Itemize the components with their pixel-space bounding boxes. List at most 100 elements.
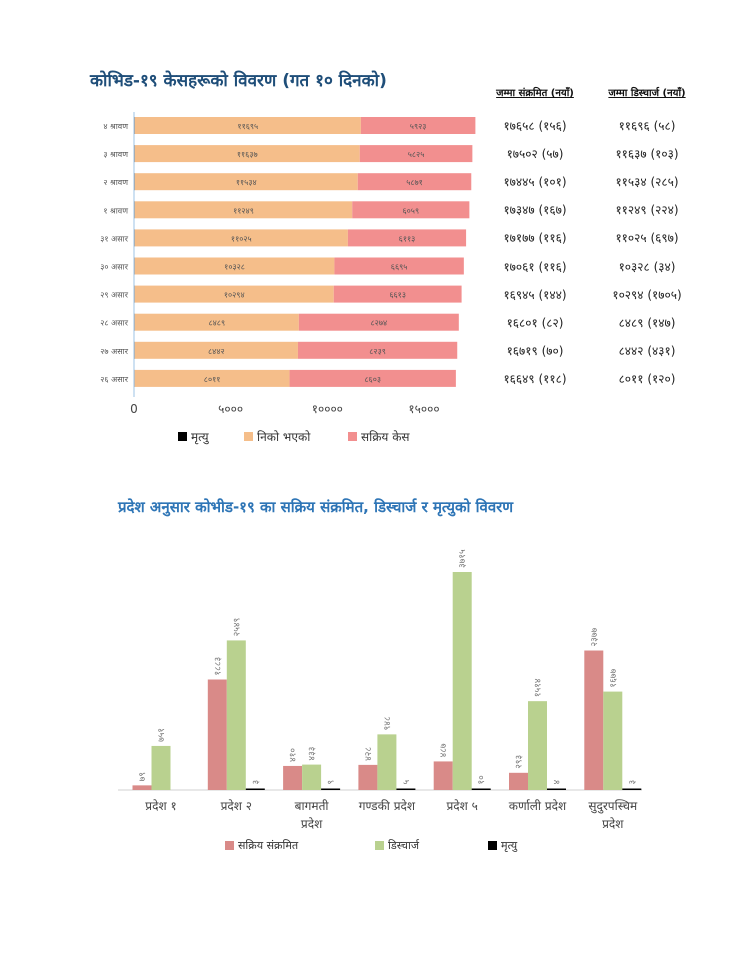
table-cell-discharge: ११०२५ (६९७) [615,231,679,246]
data-label: ६०५९ [402,206,419,215]
legend-swatch [348,432,357,441]
legend-death: मृत्यु [488,838,517,853]
data-label: ८०११ [204,375,221,384]
data-label: ५८७१ [406,178,423,187]
x-tick-label: १०००० [312,402,343,416]
legend-swatch [244,432,253,441]
bar-segment-active [357,173,472,191]
bar-discharge [302,764,322,790]
data-label: ७९ [138,772,148,781]
table-cell-infected: १६६४९ (११८) [503,371,567,386]
table-cell-discharge: १०२९४ (१७०५) [612,287,682,302]
x-tick-label: १५००० [408,402,439,416]
data-label: ३ [251,780,261,785]
row-label: २९ असार [100,291,128,300]
table-header-total-infected: जम्मा संक्रमित (नयाँ) [496,88,574,99]
bar-segment-recovered [134,313,299,331]
legend-label: सक्रिय केस [361,430,410,444]
bar-segment-active [298,313,459,331]
row-label: २८ असार [100,319,128,328]
data-label: ११०२५ [231,234,252,243]
bar-segment-recovered [134,201,353,219]
bar-segment-active [289,369,456,387]
bar-death [321,788,341,790]
category-label: सुदुरपस्चिम [588,799,638,814]
legend-active-infected: सक्रिय संक्रमित [225,838,298,853]
bar-segment-active [352,201,470,219]
bar-segment-active [334,257,464,275]
category-label: गण्डकी प्रदेश [359,799,416,813]
data-label: ६६९५ [391,263,408,272]
x-tick-label: 0 [130,402,138,416]
chart2-title: प्रदेश अनुसार कोभीड-१९ का सक्रिय संक्रमि… [118,498,514,516]
row-label: ४ श्रावण [103,122,128,131]
row-label: २७ असार [100,347,128,356]
data-label: ७५१ [157,728,167,742]
category-label: कर्णाली प्रदेश [509,799,567,813]
data-label: १० [477,775,487,785]
table-cell-infected: १७६५८ (१५६) [503,119,567,133]
legend-swatch [225,841,234,850]
bar-active [283,765,303,790]
bar-active [207,679,227,790]
bar-discharge [377,734,397,790]
row-label: ३० असार [100,263,128,272]
table-header-total-discharge: जम्मा डिस्चार्ज (नयाँ) [608,88,686,99]
bar-segment-active [297,341,458,359]
category-label: प्रदेश २ [221,799,252,813]
table-cell-discharge: ११५३४ (२८५) [615,175,679,190]
bar-segment-recovered [134,229,348,247]
bar-discharge [151,745,171,790]
data-label: ८४८९ [208,319,225,328]
row-label: २ श्रावण [103,178,128,187]
legend-death: मृत्यु [178,428,209,445]
legend-recovered: निको भएको [244,428,310,445]
legend-discharge: डिस्चार्ज [375,838,419,853]
bar-segment-active [359,145,473,163]
table-cell-discharge: ११६९६ (५८) [618,119,676,133]
bar-segment-recovered [134,117,361,134]
data-label: १०३२८ [224,263,245,272]
table-cell-infected: १७४४५ (१०१) [503,175,567,190]
data-label: ४ [553,780,563,785]
table-cell-infected: १६७१९ (७०) [506,343,564,358]
data-label: २५४९ [232,618,242,637]
data-label: ८६०३ [364,375,381,384]
data-label: ४८७ [439,743,449,757]
data-label: ११२४९ [233,206,254,215]
bar-death [622,788,642,790]
category-label: प्रदेश ५ [446,799,477,813]
bar-segment-recovered [134,285,334,303]
table-cell-discharge: ८४८९ (१४७) [618,315,676,330]
bar-active [509,772,528,790]
data-label: २३७७ [590,627,600,646]
data-label: ५८२५ [408,150,425,159]
data-label: १५१४ [534,678,544,697]
bar-segment-recovered [134,145,360,163]
data-label: १०२९४ [224,291,245,300]
table-cell-discharge: ११२४९ (२२४) [615,203,679,218]
table-cell-discharge: ११६३७ (१०३) [615,147,679,162]
bar-discharge [452,572,472,790]
data-label: ८४४२ [208,347,225,356]
data-label: ६६१३ [389,291,406,300]
legend-active: सक्रिय केस [348,428,410,445]
bar-discharge [226,640,246,790]
table-cell-infected: १७३४७ (१६७) [503,203,567,218]
row-label: ३ श्रावण [103,150,128,159]
table-cell-infected: १६८०१ (८२) [506,315,564,330]
category-label: बागमती [295,799,330,813]
bar-death [396,788,416,790]
category-label: प्रदेश १ [145,799,176,813]
bar-death [471,788,491,790]
data-label: १६७७ [609,669,619,688]
legend-label: सक्रिय संक्रमित [238,839,299,852]
table-cell-infected: १६९४५ (१४४) [503,287,567,302]
table-cell-infected: १७५०२ (५७) [506,147,564,162]
data-label: १८८३ [213,657,223,676]
bar-segment-active [347,229,467,247]
data-label: ४३३ [308,747,318,761]
row-label: २६ असार [100,375,128,384]
